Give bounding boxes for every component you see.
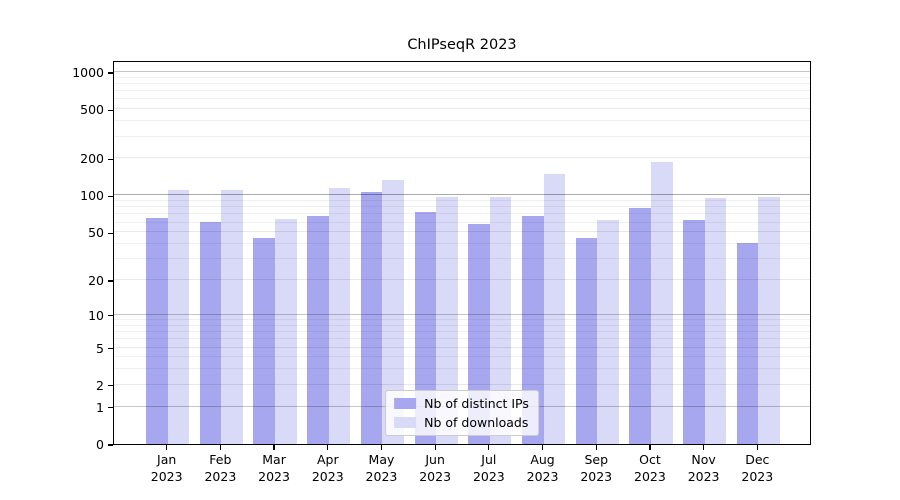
bar-downloads-aug bbox=[543, 173, 566, 444]
y-tick-label: 0 bbox=[96, 437, 104, 452]
x-tick-label-jul: Jul 2023 bbox=[457, 451, 521, 485]
x-tick-year: 2023 bbox=[419, 469, 452, 484]
y-tick-label: 50 bbox=[88, 225, 104, 241]
bar-downloads-apr bbox=[328, 188, 351, 444]
bar-distinct-ips-feb bbox=[199, 221, 222, 444]
x-tick-year: 2023 bbox=[687, 469, 720, 484]
legend: Nb of distinct IPs Nb of downloads bbox=[385, 390, 539, 436]
y-tick-label: 200 bbox=[80, 151, 104, 167]
bar-distinct-ips-aug bbox=[521, 215, 544, 444]
y-axis-tick bbox=[108, 232, 113, 234]
y-axis-tick bbox=[108, 195, 113, 198]
x-axis-tick bbox=[273, 445, 275, 450]
chart-title: ChIPseqR 2023 bbox=[407, 37, 517, 53]
x-axis-tick bbox=[166, 445, 168, 450]
y-tick-label: 1000 bbox=[72, 64, 104, 80]
y-axis-tick bbox=[108, 315, 113, 317]
y-tick-label: 5 bbox=[96, 340, 104, 356]
bar-distinct-ips-oct bbox=[629, 208, 651, 444]
x-tick-label-dec: Dec 2023 bbox=[725, 451, 789, 485]
bar-downloads-may bbox=[382, 179, 405, 444]
x-tick-year: 2023 bbox=[634, 469, 666, 484]
x-tick-label-apr: Apr 2023 bbox=[296, 451, 360, 485]
y-tick-label: 500 bbox=[80, 102, 104, 118]
x-tick-label-oct: Oct 2023 bbox=[618, 451, 682, 485]
x-tick-label-sep: Sep 2023 bbox=[564, 451, 628, 485]
x-tick-year: 2023 bbox=[526, 469, 559, 484]
bar-distinct-ips-sep bbox=[575, 237, 598, 444]
x-tick-label-jan: Jan 2023 bbox=[135, 451, 199, 485]
x-tick-year: 2023 bbox=[311, 469, 344, 484]
x-axis-tick bbox=[595, 445, 597, 450]
y-axis-tick bbox=[108, 280, 113, 282]
x-tick-year: 2023 bbox=[365, 469, 398, 484]
bar-distinct-ips-may bbox=[360, 191, 383, 444]
x-tick-year: 2023 bbox=[258, 469, 290, 484]
legend-swatch-distinct-ips bbox=[394, 398, 417, 409]
y-axis-tick bbox=[108, 385, 113, 387]
x-tick-label-jun: Jun 2023 bbox=[403, 451, 467, 485]
x-tick-year: 2023 bbox=[580, 469, 613, 484]
x-axis-tick bbox=[649, 445, 651, 450]
y-axis-tick bbox=[108, 347, 113, 350]
y-tick-label: 1 bbox=[96, 399, 104, 415]
x-tick-label-feb: Feb 2023 bbox=[188, 451, 252, 485]
x-tick-label-nov: Nov 2023 bbox=[672, 451, 736, 485]
x-tick-year: 2023 bbox=[472, 469, 505, 484]
x-axis-tick bbox=[756, 445, 758, 450]
x-tick-year: 2023 bbox=[204, 469, 237, 484]
bar-downloads-dec bbox=[758, 196, 780, 444]
bar-distinct-ips-nov bbox=[683, 220, 705, 444]
x-tick-label-aug: Aug 2023 bbox=[511, 451, 575, 485]
bar-distinct-ips-jul bbox=[468, 224, 490, 444]
x-tick-year: 2023 bbox=[741, 469, 774, 484]
x-axis-tick bbox=[703, 445, 705, 450]
bar-distinct-ips-dec bbox=[736, 242, 759, 444]
y-axis-tick bbox=[108, 444, 113, 446]
x-tick-label-mar: Mar 2023 bbox=[242, 451, 306, 485]
y-axis-tick bbox=[108, 72, 113, 74]
bar-downloads-feb bbox=[221, 190, 243, 444]
bar-downloads-mar bbox=[275, 219, 297, 444]
x-tick-year: 2023 bbox=[150, 469, 183, 484]
y-tick-label: 2 bbox=[96, 377, 104, 393]
x-axis-tick bbox=[434, 445, 436, 450]
bar-downloads-oct bbox=[650, 161, 673, 444]
x-axis-tick bbox=[219, 445, 221, 450]
y-tick-label: 100 bbox=[80, 188, 104, 204]
y-axis-tick bbox=[108, 109, 113, 111]
bar-downloads-jan bbox=[167, 190, 190, 444]
x-tick-label-may: May 2023 bbox=[349, 451, 413, 485]
bar-distinct-ips-apr bbox=[307, 215, 329, 444]
y-axis-tick bbox=[108, 407, 113, 409]
x-axis-tick bbox=[380, 445, 383, 450]
bar-downloads-sep bbox=[597, 220, 619, 444]
bar-distinct-ips-jan bbox=[146, 217, 168, 444]
legend-label-distinct-ips: Nb of distinct IPs bbox=[424, 396, 529, 411]
y-axis-tick bbox=[108, 158, 113, 160]
bar-downloads-jun bbox=[436, 197, 458, 444]
legend-item-downloads: Nb of downloads bbox=[394, 415, 529, 430]
legend-swatch-downloads bbox=[394, 417, 417, 428]
plot-area: Nb of distinct IPs Nb of downloads bbox=[113, 61, 811, 445]
legend-label-downloads: Nb of downloads bbox=[424, 415, 529, 430]
x-axis-tick bbox=[541, 445, 544, 450]
bars-layer bbox=[114, 62, 810, 444]
y-tick-label: 10 bbox=[88, 307, 104, 323]
x-axis-tick bbox=[488, 445, 490, 450]
legend-item-distinct-ips: Nb of distinct IPs bbox=[394, 396, 529, 411]
y-tick-label: 20 bbox=[88, 273, 104, 289]
bar-downloads-nov bbox=[704, 198, 727, 444]
bar-downloads-jul bbox=[489, 197, 512, 444]
bar-distinct-ips-mar bbox=[253, 237, 276, 444]
bar-distinct-ips-jun bbox=[414, 211, 437, 444]
x-axis-tick bbox=[327, 445, 329, 450]
